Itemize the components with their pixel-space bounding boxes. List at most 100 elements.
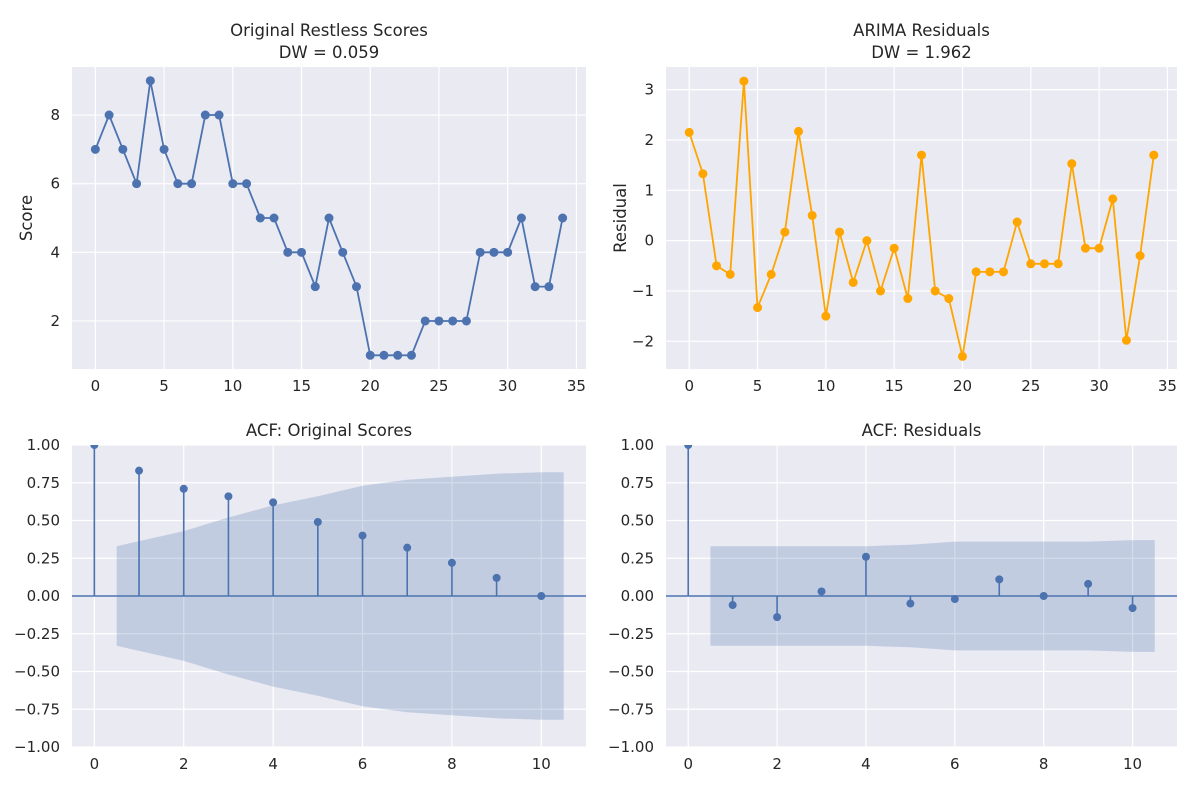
- acf-point: [90, 445, 99, 449]
- data-point: [917, 150, 926, 160]
- y-tick-label: 6: [50, 175, 60, 193]
- acf-point: [995, 575, 1004, 584]
- data-point: [944, 294, 954, 304]
- y-tick-label: 2: [644, 131, 654, 149]
- data-point: [1149, 150, 1159, 160]
- chart-acf-residuals: 0 2 4 6 8 10 −1.00 −0.75 −0.50 −0.25 0.00 0.25 0.50 0…: [608, 421, 1177, 773]
- data-point: [242, 179, 252, 189]
- data-point: [930, 286, 940, 296]
- chart-arima-residuals: 0 5 10 15 20 25 30 35 −2 −1 0 1 2 3 ARIMA Residuals DW …: [611, 21, 1177, 395]
- data-point: [393, 350, 403, 360]
- data-point: [753, 303, 763, 313]
- acf-point: [403, 543, 412, 552]
- data-point: [283, 247, 293, 257]
- chart-subtitle: DW = 0.059: [279, 43, 380, 62]
- chart-title: ARIMA Residuals: [853, 21, 990, 40]
- data-point: [766, 269, 776, 279]
- data-point: [558, 213, 568, 223]
- x-tick-label: 25: [1021, 377, 1040, 395]
- data-point: [1039, 259, 1049, 269]
- x-tick-label: 2: [772, 755, 782, 773]
- data-point: [338, 247, 348, 257]
- data-point: [848, 277, 858, 287]
- y-tick-label: 0.50: [27, 512, 60, 530]
- data-point: [1026, 259, 1036, 269]
- data-point: [475, 247, 485, 257]
- x-tick-label: 0: [91, 377, 101, 395]
- data-point: [118, 144, 128, 154]
- data-point: [365, 350, 375, 360]
- data-point: [145, 76, 155, 86]
- data-point: [159, 144, 169, 154]
- y-tick-label: 4: [50, 243, 60, 261]
- data-point: [1094, 243, 1104, 253]
- data-point: [835, 227, 845, 237]
- x-tick-label: 8: [1039, 755, 1049, 773]
- data-point: [903, 294, 913, 304]
- acf-point: [950, 595, 959, 604]
- data-point: [807, 210, 817, 220]
- acf-point: [861, 552, 870, 561]
- acf-point: [358, 531, 367, 540]
- y-tick-label: −0.50: [608, 663, 654, 681]
- y-tick-label: 1.00: [621, 436, 654, 454]
- acf-point: [135, 466, 144, 475]
- data-point: [971, 267, 981, 277]
- acf-point: [492, 573, 501, 582]
- x-tick-label: 35: [567, 377, 586, 395]
- acf-point: [773, 613, 782, 622]
- data-marks: [90, 76, 568, 360]
- y-tick-label: 0.00: [621, 587, 654, 605]
- x-tick-label: 30: [498, 377, 517, 395]
- acf-point: [224, 492, 233, 501]
- x-tick-label: 0: [683, 755, 693, 773]
- x-tick-label: 0: [684, 377, 694, 395]
- data-point: [985, 267, 995, 277]
- x-tick-label: 10: [1123, 755, 1142, 773]
- data-point: [503, 247, 513, 257]
- data-point: [712, 261, 722, 271]
- chart-title: ACF: Residuals: [862, 421, 982, 440]
- x-tick-label: 30: [1090, 377, 1109, 395]
- chart-original-scores: 0 5 10 15 20 25 30 35 2 4 6 8 Original Restless Scor…: [17, 21, 586, 395]
- y-axis-label: Score: [17, 195, 36, 241]
- y-tick-label: −0.75: [14, 700, 60, 718]
- acf-point: [313, 518, 322, 527]
- acf-point: [179, 484, 188, 493]
- data-point: [310, 282, 320, 292]
- y-axis-label: Residual: [611, 183, 630, 253]
- x-tick-label: 6: [950, 755, 960, 773]
- data-point: [489, 247, 499, 257]
- data-point: [90, 144, 100, 154]
- data-point: [132, 179, 142, 189]
- data-point: [739, 76, 749, 86]
- acf-point: [537, 592, 546, 600]
- data-point: [998, 267, 1008, 277]
- data-point: [379, 350, 389, 360]
- y-tick-label: 0: [644, 232, 654, 250]
- x-tick-label: 0: [90, 755, 100, 773]
- data-point: [461, 316, 471, 326]
- y-tick-label: 0.25: [621, 549, 654, 567]
- y-tick-label: −0.25: [608, 625, 654, 643]
- y-tick-label: −0.25: [14, 625, 60, 643]
- acf-point: [684, 445, 693, 449]
- y-tick-label: 0.75: [27, 474, 60, 492]
- chart-subtitle: DW = 1.962: [871, 43, 972, 62]
- y-tick-label: 2: [50, 312, 60, 330]
- x-tick-label: 15: [292, 377, 311, 395]
- data-point: [420, 316, 430, 326]
- data-point: [698, 169, 708, 179]
- chart-title: Original Restless Scores: [230, 21, 428, 40]
- data-point: [957, 351, 967, 361]
- y-tick-label: 0.00: [27, 587, 60, 605]
- x-tick-label: 2: [179, 755, 189, 773]
- data-point: [1121, 335, 1131, 345]
- acf-point: [906, 599, 915, 608]
- acf-point: [1128, 604, 1137, 613]
- y-tick-label: −1: [632, 282, 654, 300]
- data-point: [324, 213, 334, 223]
- data-point: [448, 316, 458, 326]
- x-tick-label: 4: [268, 755, 278, 773]
